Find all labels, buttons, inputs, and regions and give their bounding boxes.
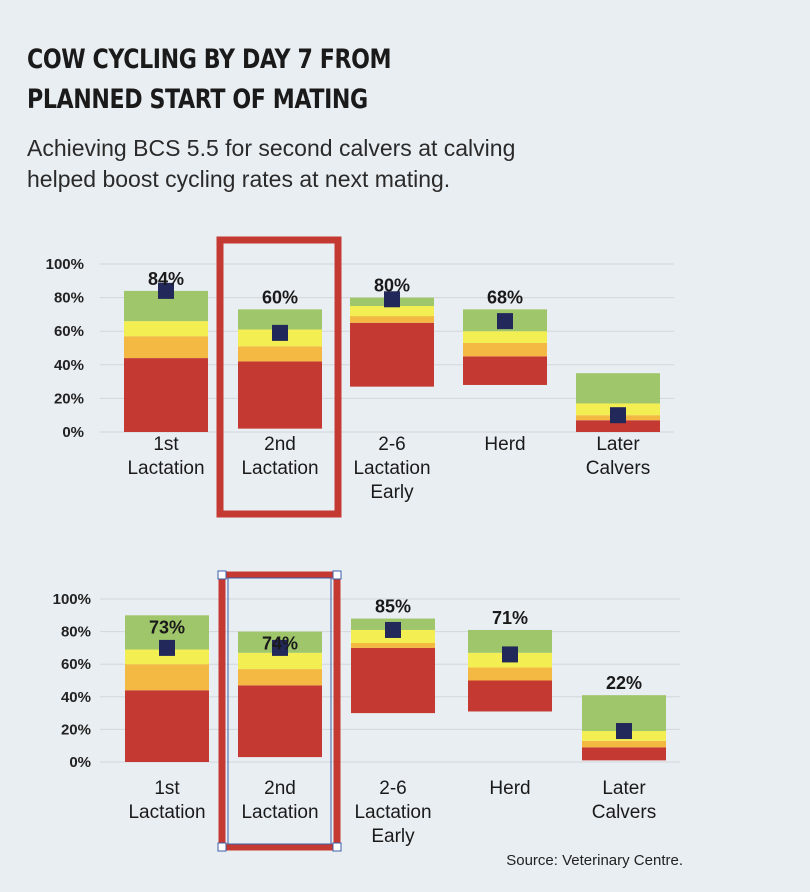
- bottom-selection-handle-4: [332, 842, 342, 852]
- top-category-label-2-6-lactation-early-line-3: Early: [370, 482, 414, 503]
- top-bar-2nd-lactation-red-segment: [238, 361, 322, 429]
- bottom-bar-later-calvers-red-segment: [582, 747, 666, 761]
- top-ytick-20: 20%: [54, 390, 84, 407]
- chart-title-line-2: PLANNED START OF MATING: [27, 84, 368, 115]
- chart-subtitle: Achieving BCS 5.5 for second calvers at …: [27, 133, 515, 195]
- bottom-bar-2-6-lactation-early-orange-segment: [351, 643, 435, 648]
- top-marker-later-calvers: [610, 407, 626, 424]
- chart-title: COW CYCLING BY DAY 7 FROM PLANNED START …: [27, 40, 392, 120]
- top-category-label-2nd-lactation-line-1: 2nd: [264, 434, 296, 455]
- top-category-label-1st-lactation-line-2: Lactation: [127, 458, 204, 479]
- top-bar-1st-lactation-yellow-segment: [124, 321, 208, 337]
- bottom-bar-2nd-lactation-yellow-segment: [238, 652, 322, 670]
- source-note: Source: Veterinary Centre.: [506, 852, 683, 869]
- bottom-bar-1st-lactation-red-segment: [125, 690, 209, 762]
- bottom-marker-herd: [502, 646, 518, 663]
- top-bar-herd-orange-segment: [463, 342, 547, 357]
- bottom-value-label-later-calvers: 22%: [606, 673, 642, 693]
- bottom-bar-1st-lactation-yellow-segment: [125, 649, 209, 665]
- top-marker-2-6-lactation-early: [384, 291, 400, 308]
- top-bar-2-6-lactation-early-red-segment: [350, 322, 434, 387]
- top-value-label-2-6-lactation-early: 80%: [374, 276, 410, 296]
- bottom-ytick-100: 100%: [53, 591, 91, 608]
- bottom-category-label-2-6-lactation-early-line-1: 2-6: [379, 778, 406, 799]
- bottom-category-label-2-6-lactation-early-line-3: Early: [371, 826, 415, 847]
- bottom-category-label-2nd-lactation-line-2: Lactation: [241, 802, 318, 823]
- bottom-category-label-later-calvers-line-1: Later: [602, 778, 646, 799]
- bottom-value-label-2nd-lactation: 74%: [262, 634, 298, 654]
- bottom-bar-herd-red-segment: [468, 680, 552, 712]
- top-marker-herd: [497, 313, 513, 330]
- bottom-cycling-chart: 100% 80% 60% 40% 20% 0% 73% 1st Lactation 74% 2nd L…: [53, 570, 680, 852]
- bottom-selection-handle-1: [217, 570, 227, 580]
- top-ytick-0: 0%: [62, 424, 84, 441]
- bottom-marker-2-6-lactation-early: [385, 621, 401, 638]
- bottom-ytick-60: 60%: [61, 656, 91, 673]
- top-category-label-herd-line-1: Herd: [484, 434, 525, 455]
- bottom-ytick-20: 20%: [61, 721, 91, 738]
- bottom-bar-later-calvers-orange-segment: [582, 740, 666, 748]
- top-marker-2nd-lactation: [272, 324, 288, 341]
- top-value-label-1st-lactation: 84%: [148, 269, 184, 289]
- top-bar-2nd-lactation-orange-segment: [238, 346, 322, 362]
- top-value-label-2nd-lactation: 60%: [262, 287, 298, 307]
- bottom-bar-1st-lactation-orange-segment: [125, 664, 209, 691]
- top-value-label-herd: 68%: [487, 287, 523, 307]
- top-bar-1st-lactation-red-segment: [124, 358, 208, 432]
- bottom-bar-herd-orange-segment: [468, 667, 552, 681]
- top-bar-2nd-lactation-green-segment: [238, 309, 322, 330]
- bottom-marker-later-calvers: [616, 723, 632, 740]
- top-marker-1st-lactation: [158, 282, 174, 299]
- top-category-label-later-calvers-line-1: Later: [596, 434, 640, 455]
- bottom-ytick-0: 0%: [69, 754, 91, 771]
- bottom-ytick-40: 40%: [61, 689, 91, 706]
- top-bar-herd-yellow-segment: [463, 331, 547, 343]
- chart-subtitle-line-1: Achieving BCS 5.5 for second calvers at …: [27, 135, 516, 161]
- bottom-ytick-80: 80%: [61, 624, 91, 641]
- top-bar-later-calvers-red-segment: [576, 420, 660, 432]
- bottom-selection-handle-2: [332, 570, 342, 580]
- top-bar-2-6-lactation-early-orange-segment: [350, 316, 434, 323]
- bottom-selection-handle-3: [217, 842, 227, 852]
- bottom-value-label-2-6-lactation-early: 85%: [375, 597, 411, 617]
- bottom-bar-2nd-lactation-red-segment: [238, 685, 322, 758]
- top-category-label-2-6-lactation-early-line-2: Lactation: [353, 458, 430, 479]
- top-ytick-80: 80%: [54, 290, 84, 307]
- top-category-label-later-calvers-line-2: Calvers: [586, 458, 650, 479]
- bottom-value-label-herd: 71%: [492, 608, 528, 628]
- top-bar-1st-lactation-orange-segment: [124, 336, 208, 359]
- bottom-category-label-1st-lactation-line-1: 1st: [154, 778, 180, 799]
- top-cycling-chart: 100% 80% 60% 40% 20% 0% 84% 1st Lactation 60% 2nd L…: [46, 236, 674, 518]
- bottom-marker-1st-lactation: [159, 639, 175, 656]
- top-category-label-2nd-lactation-line-2: Lactation: [241, 458, 318, 479]
- bottom-marker-2nd-lactation: [272, 639, 288, 656]
- top-bar-herd-red-segment: [463, 356, 547, 385]
- chart-title-line-1: COW CYCLING BY DAY 7 FROM: [27, 44, 392, 75]
- bottom-bar-2nd-lactation-orange-segment: [238, 669, 322, 686]
- top-category-label-1st-lactation-line-1: 1st: [153, 434, 179, 455]
- bottom-bar-2-6-lactation-early-red-segment: [351, 647, 435, 714]
- top-bar-later-calvers-green-segment: [576, 373, 660, 404]
- bottom-category-label-herd-line-1: Herd: [489, 778, 530, 799]
- bottom-value-label-1st-lactation: 73%: [149, 617, 185, 637]
- top-ytick-100: 100%: [46, 256, 84, 273]
- bottom-category-label-later-calvers-line-2: Calvers: [592, 802, 656, 823]
- top-ytick-40: 40%: [54, 357, 84, 374]
- bottom-category-label-1st-lactation-line-2: Lactation: [128, 802, 205, 823]
- bottom-category-label-2-6-lactation-early-line-2: Lactation: [354, 802, 431, 823]
- bottom-selection-outline: [227, 577, 332, 845]
- bottom-bar-herd-green-segment: [468, 629, 552, 653]
- top-bar-2-6-lactation-early-yellow-segment: [350, 306, 434, 317]
- bottom-category-label-2nd-lactation-line-1: 2nd: [264, 778, 296, 799]
- bottom-highlight-box: [218, 571, 341, 851]
- top-highlight-box: [216, 236, 342, 518]
- top-category-label-2-6-lactation-early-line-1: 2-6: [378, 434, 405, 455]
- chart-subtitle-line-2: helped boost cycling rates at next matin…: [27, 166, 451, 192]
- top-ytick-60: 60%: [54, 323, 84, 340]
